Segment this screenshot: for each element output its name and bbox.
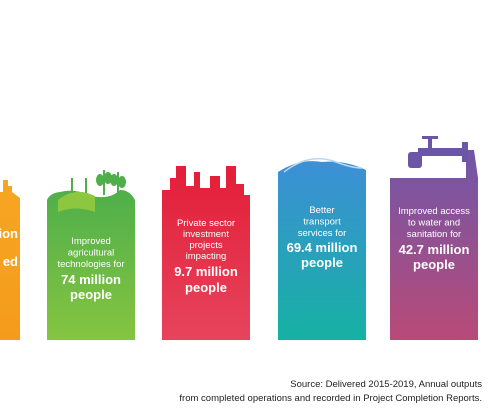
source-line: from completed operations and recorded i… [179, 393, 482, 404]
panel-text: sanitation for [407, 229, 461, 240]
panel-text: Better [309, 205, 334, 216]
panel-shape [0, 180, 20, 340]
panel-text: Improved [71, 236, 111, 247]
panel-highlight: 74 million [61, 272, 121, 287]
panel-highlight: people [413, 257, 455, 272]
panel-text: investment [183, 229, 229, 240]
panel-highlight: 9.7 million [174, 264, 238, 279]
panel-text: to water and [408, 218, 460, 229]
panel-shape [47, 190, 135, 340]
panel-shape [390, 150, 478, 340]
panel-1 [47, 170, 135, 340]
panel-text: impacting [186, 251, 227, 262]
panel-4 [390, 136, 478, 340]
panel-text: technologies for [57, 259, 124, 270]
panel-highlight: ion [0, 226, 18, 241]
panel-text: Improved access [398, 206, 470, 217]
panel-text: projects [189, 240, 223, 251]
panel-text: Private sector [177, 218, 235, 229]
panel-highlight: people [70, 287, 112, 302]
bridge-icon [283, 157, 363, 173]
panel-text: transport [303, 217, 341, 228]
panel-highlight: 69.4 million [287, 240, 358, 255]
panel-text: services for [298, 228, 347, 239]
panel-highlight: people [185, 280, 227, 295]
panel-0 [0, 180, 20, 340]
panel-highlight: ed [3, 254, 18, 269]
tap-icon [408, 136, 468, 168]
field-icon [58, 191, 95, 212]
panel-highlight: people [301, 255, 343, 270]
panel-shape [278, 161, 366, 340]
panel-3 [278, 157, 366, 340]
panel-highlight: 42.7 million [399, 242, 470, 257]
panel-2 [162, 166, 250, 340]
panel-shape [162, 166, 250, 340]
source-line: Source: Delivered 2015-2019, Annual outp… [290, 379, 482, 390]
plants-icon [71, 170, 126, 195]
panel-text: agricultural [68, 248, 114, 259]
